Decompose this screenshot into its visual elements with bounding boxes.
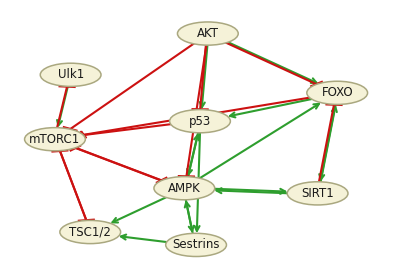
Ellipse shape	[170, 110, 230, 133]
Text: Sestrins: Sestrins	[172, 238, 220, 251]
Ellipse shape	[60, 220, 121, 244]
Ellipse shape	[40, 63, 101, 86]
Ellipse shape	[24, 128, 85, 151]
Text: p53: p53	[189, 115, 211, 128]
Text: SIRT1: SIRT1	[301, 187, 334, 200]
Text: TSC1/2: TSC1/2	[69, 225, 111, 239]
Ellipse shape	[178, 22, 238, 45]
Ellipse shape	[307, 81, 368, 104]
Text: mTORC1: mTORC1	[29, 133, 80, 146]
Text: FOXO: FOXO	[321, 86, 353, 99]
Ellipse shape	[166, 233, 226, 256]
Text: AKT: AKT	[197, 27, 219, 40]
Text: Ulk1: Ulk1	[58, 68, 84, 81]
Text: AMPK: AMPK	[168, 182, 201, 195]
Ellipse shape	[287, 182, 348, 205]
Ellipse shape	[154, 177, 215, 200]
